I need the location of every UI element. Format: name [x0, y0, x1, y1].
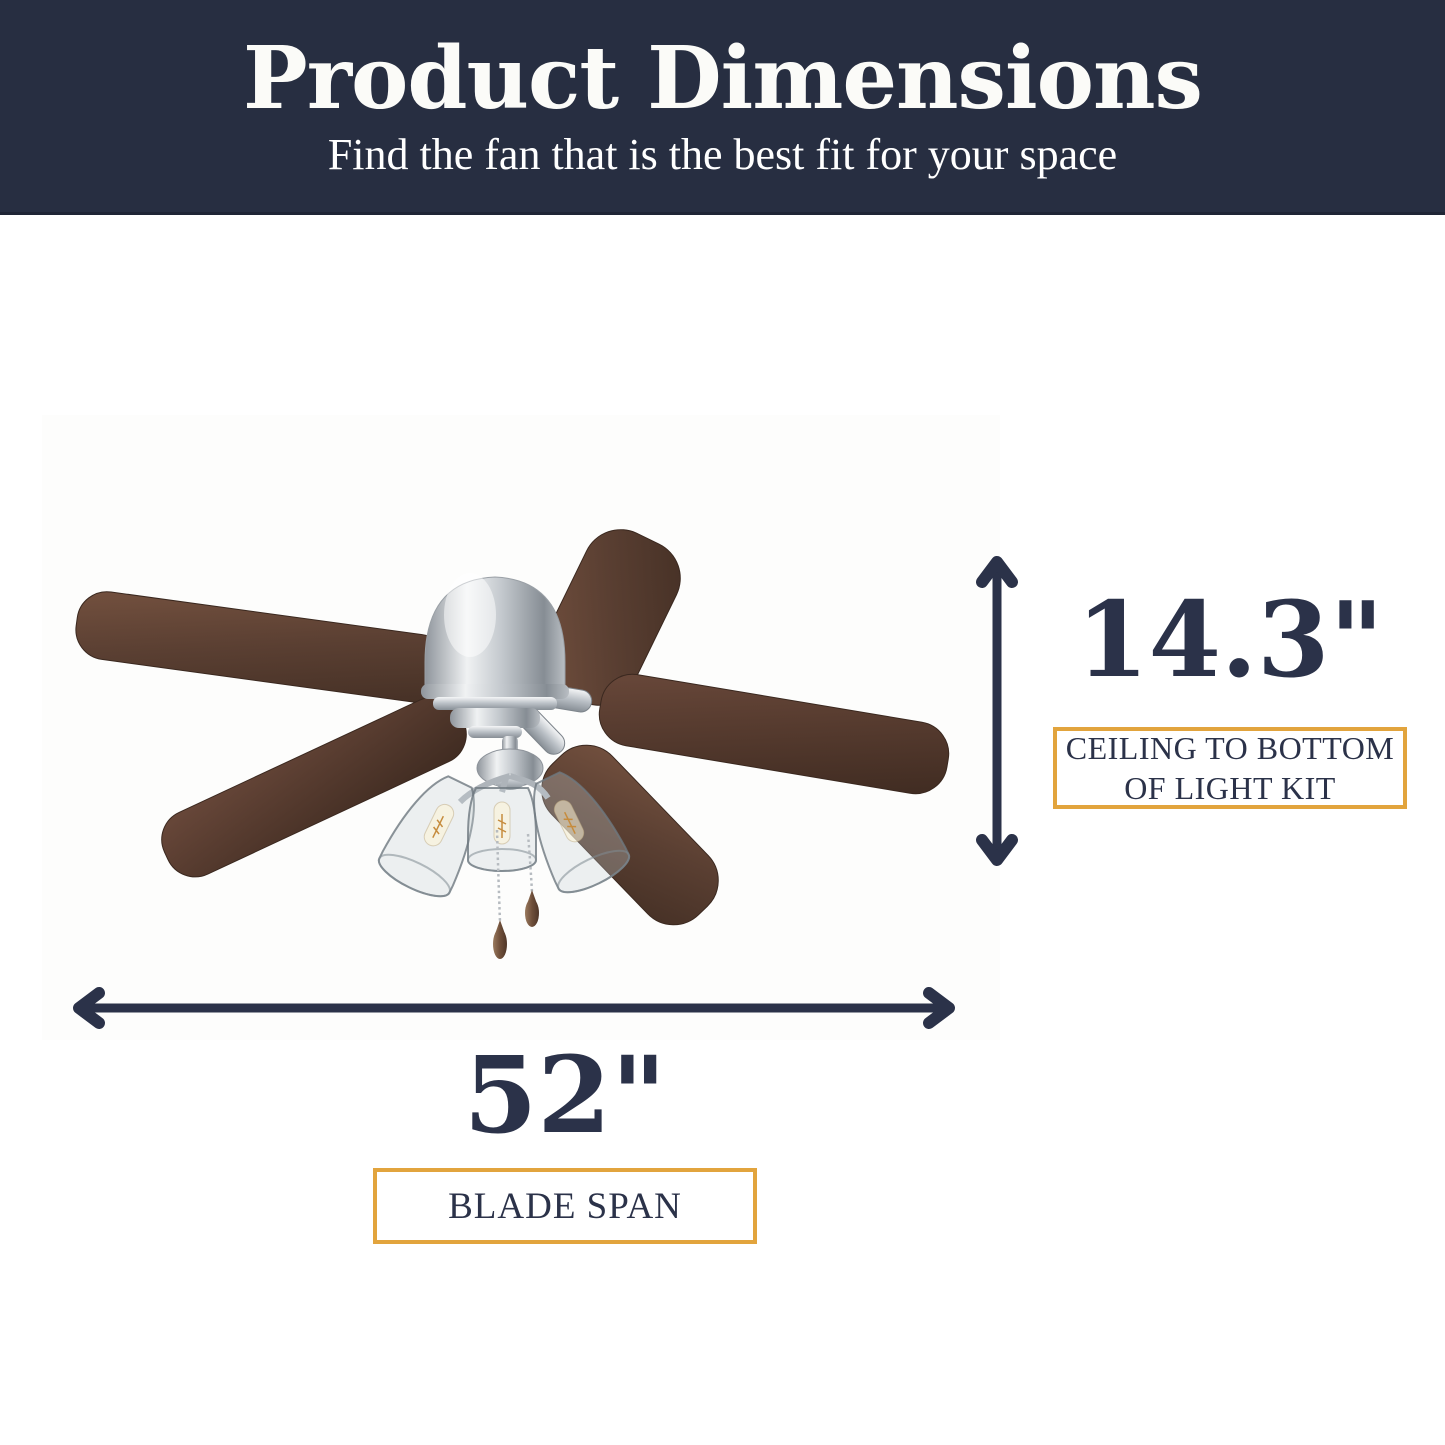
height-dimension-label-box: CEILING TO BOTTOM OF LIGHT KIT — [1053, 727, 1407, 809]
horizontal-dimension-arrow-icon — [73, 987, 955, 1029]
height-dimension-value: 14.3" — [1076, 578, 1384, 701]
width-dimension-label: BLADE SPAN — [448, 1185, 682, 1227]
width-dimension-value: 52" — [463, 1032, 667, 1157]
height-dimension-label: CEILING TO BOTTOM OF LIGHT KIT — [1065, 730, 1395, 806]
page-title: Product Dimensions — [243, 28, 1203, 130]
ceiling-fan-image — [75, 529, 950, 959]
width-dimension-label-box: BLADE SPAN — [373, 1168, 757, 1244]
vertical-dimension-arrow-icon — [976, 556, 1018, 866]
page-subtitle: Find the fan that is the best fit for yo… — [327, 129, 1118, 179]
header-banner: Product Dimensions Find the fan that is … — [0, 0, 1445, 215]
